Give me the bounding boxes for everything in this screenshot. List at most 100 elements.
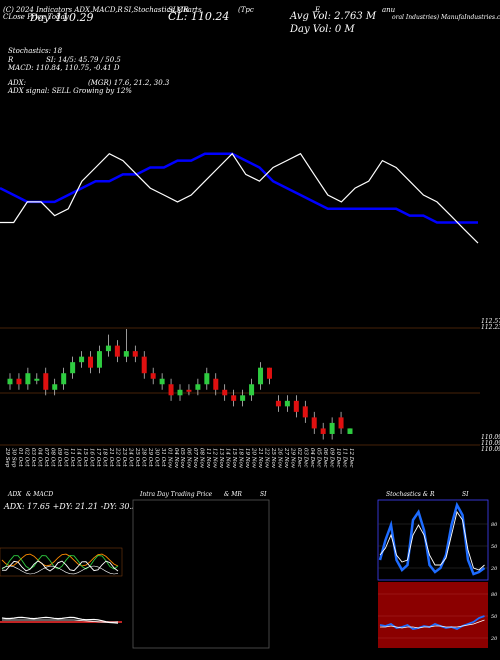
candle-body bbox=[159, 378, 165, 385]
candle-body bbox=[88, 356, 94, 368]
x-axis-label: 08 Nov bbox=[199, 448, 205, 469]
x-axis-label: 25 Nov bbox=[270, 447, 276, 469]
x-axis-label: 27 Nov bbox=[283, 447, 289, 469]
adx-vals: (MGR) 17.6, 21.2, 30.3 bbox=[88, 79, 170, 87]
x-axis-label: 05 Nov bbox=[179, 448, 185, 469]
x-axis-label: 24 Oct bbox=[127, 447, 133, 467]
ma-line bbox=[0, 152, 478, 224]
candle-body bbox=[52, 384, 58, 390]
x-axis-label: 30 Oct bbox=[153, 448, 159, 467]
day-label: Day bbox=[30, 13, 50, 24]
x-axis-label: 15 Nov bbox=[231, 448, 237, 469]
macd-stat: MACD: 110.84, 110.75, -0.41 D bbox=[8, 64, 120, 72]
candle-body bbox=[61, 373, 67, 385]
header-line1: (C) 2024 Indicators ADX,MACD,RSI,Stochas… bbox=[3, 6, 189, 14]
candle-body bbox=[222, 389, 228, 396]
candle-body bbox=[275, 400, 281, 407]
price-axis-bot-a: 110.09 bbox=[481, 434, 500, 441]
x-axis-label: 05 Dec bbox=[316, 448, 322, 468]
mrsi-axis-label: 50 bbox=[491, 614, 498, 620]
candle-body bbox=[141, 356, 147, 374]
x-axis-label: 09 Oct bbox=[56, 448, 62, 467]
x-axis-label: 04 Oct bbox=[37, 448, 43, 467]
x-axis-label: 02 Dec bbox=[296, 448, 302, 468]
intra-title-b: & MR bbox=[224, 491, 242, 498]
mrsi-line bbox=[379, 615, 485, 630]
candle-body bbox=[34, 378, 40, 381]
candle-body bbox=[293, 400, 299, 412]
candle-body bbox=[16, 378, 22, 385]
x-axis-label: 07 Oct bbox=[43, 448, 49, 467]
candle-body bbox=[150, 373, 156, 379]
adx-panel-title-b: & MACD bbox=[26, 491, 54, 498]
x-axis-label: 06 Dec bbox=[322, 448, 328, 468]
candle-body bbox=[186, 389, 192, 392]
adx-panel-frame bbox=[0, 547, 123, 577]
candle-body bbox=[347, 428, 353, 434]
intraday-panel bbox=[132, 499, 270, 649]
x-axis-label: 10 Oct bbox=[62, 448, 68, 467]
candle-body bbox=[249, 384, 255, 396]
header-indicators: SI,Stochastics,MR bbox=[123, 6, 189, 14]
x-axis-label: 03 Dec bbox=[303, 448, 309, 468]
adx-stat: ADX: bbox=[8, 79, 27, 87]
stoch-slow-line bbox=[379, 510, 485, 571]
header-right-text: oral Industries) ManufaIndustries.com bbox=[392, 14, 500, 21]
x-axis-label: 31 Oct bbox=[160, 448, 166, 467]
day-volume: Day Vol: 0 M bbox=[290, 24, 355, 35]
x-axis-label: 01 Oct bbox=[17, 448, 23, 467]
candle-body bbox=[70, 362, 76, 374]
candle-body bbox=[43, 373, 49, 390]
adx-line-adx bbox=[1, 560, 119, 572]
x-axis-label: 28 Oct bbox=[140, 447, 146, 467]
x-axis-label: 11 Oct bbox=[69, 448, 75, 467]
stoch-title-b: SI bbox=[462, 491, 469, 498]
candle-body bbox=[177, 389, 183, 396]
candle-body bbox=[132, 351, 138, 357]
x-axis-label: 21 Nov bbox=[257, 447, 263, 469]
x-axis-label: 12 Dec bbox=[348, 448, 354, 468]
candle-body bbox=[284, 400, 290, 407]
candle-body bbox=[231, 395, 237, 401]
header-anu: anu bbox=[382, 6, 396, 14]
candle-body bbox=[302, 406, 308, 418]
x-axis-label: 08 Oct bbox=[49, 448, 55, 467]
x-axis-label: 19 Nov bbox=[244, 448, 250, 469]
adx-panel-title-a: ADX bbox=[8, 491, 22, 498]
x-axis-label: 18 Oct bbox=[101, 448, 107, 467]
candle-body bbox=[204, 373, 210, 385]
header-e: E bbox=[315, 6, 321, 14]
x-axis-label: 30 Sep bbox=[11, 448, 17, 468]
intra-title-a: Intra Day Trading Price bbox=[140, 491, 213, 498]
adx-line-aux bbox=[1, 565, 119, 575]
stoch-axis-label: 80 bbox=[491, 522, 498, 528]
candle-body bbox=[320, 428, 326, 434]
price-axis-top-a: 112.57 bbox=[481, 318, 500, 325]
adx-signal: ADX signal: SELL Growing by 12% bbox=[8, 87, 132, 95]
header-si-charts: SI Charts bbox=[168, 6, 202, 14]
rsi-stat-a: R bbox=[8, 56, 14, 64]
adx-panel-values: ADX: 17.65 +DY: 21.21 -DY: 30.3 bbox=[4, 502, 138, 511]
x-axis-label: 15 Oct bbox=[82, 448, 88, 467]
candle-body bbox=[25, 373, 31, 385]
x-axis-label: 09 Dec bbox=[329, 448, 335, 468]
avg-volume: Avg Vol: 2.763 M bbox=[290, 11, 377, 22]
candle-body bbox=[311, 417, 317, 429]
chart-close-price: CL: 110.24 bbox=[168, 10, 230, 23]
adx-line-minus bbox=[1, 555, 119, 570]
x-axis-label: 22 Oct bbox=[114, 447, 120, 467]
x-axis-label: 16 Oct bbox=[88, 448, 94, 467]
candle-body bbox=[329, 422, 335, 434]
candle-body bbox=[168, 384, 174, 396]
candle-body bbox=[114, 345, 120, 357]
mrsi-axis-label: 80 bbox=[491, 592, 498, 598]
x-axis-label: 29 Sep bbox=[4, 447, 10, 468]
x-axis-label: 01 Nov bbox=[166, 448, 172, 469]
stoch-axis-label: 20 bbox=[490, 566, 498, 572]
x-axis-label: 02 Oct bbox=[24, 448, 30, 467]
x-axis-label: 18 Nov bbox=[238, 448, 244, 469]
x-axis-label: 04 Dec bbox=[309, 448, 315, 468]
candle-body bbox=[96, 351, 102, 368]
header-tpc: (Tpc bbox=[238, 6, 254, 14]
